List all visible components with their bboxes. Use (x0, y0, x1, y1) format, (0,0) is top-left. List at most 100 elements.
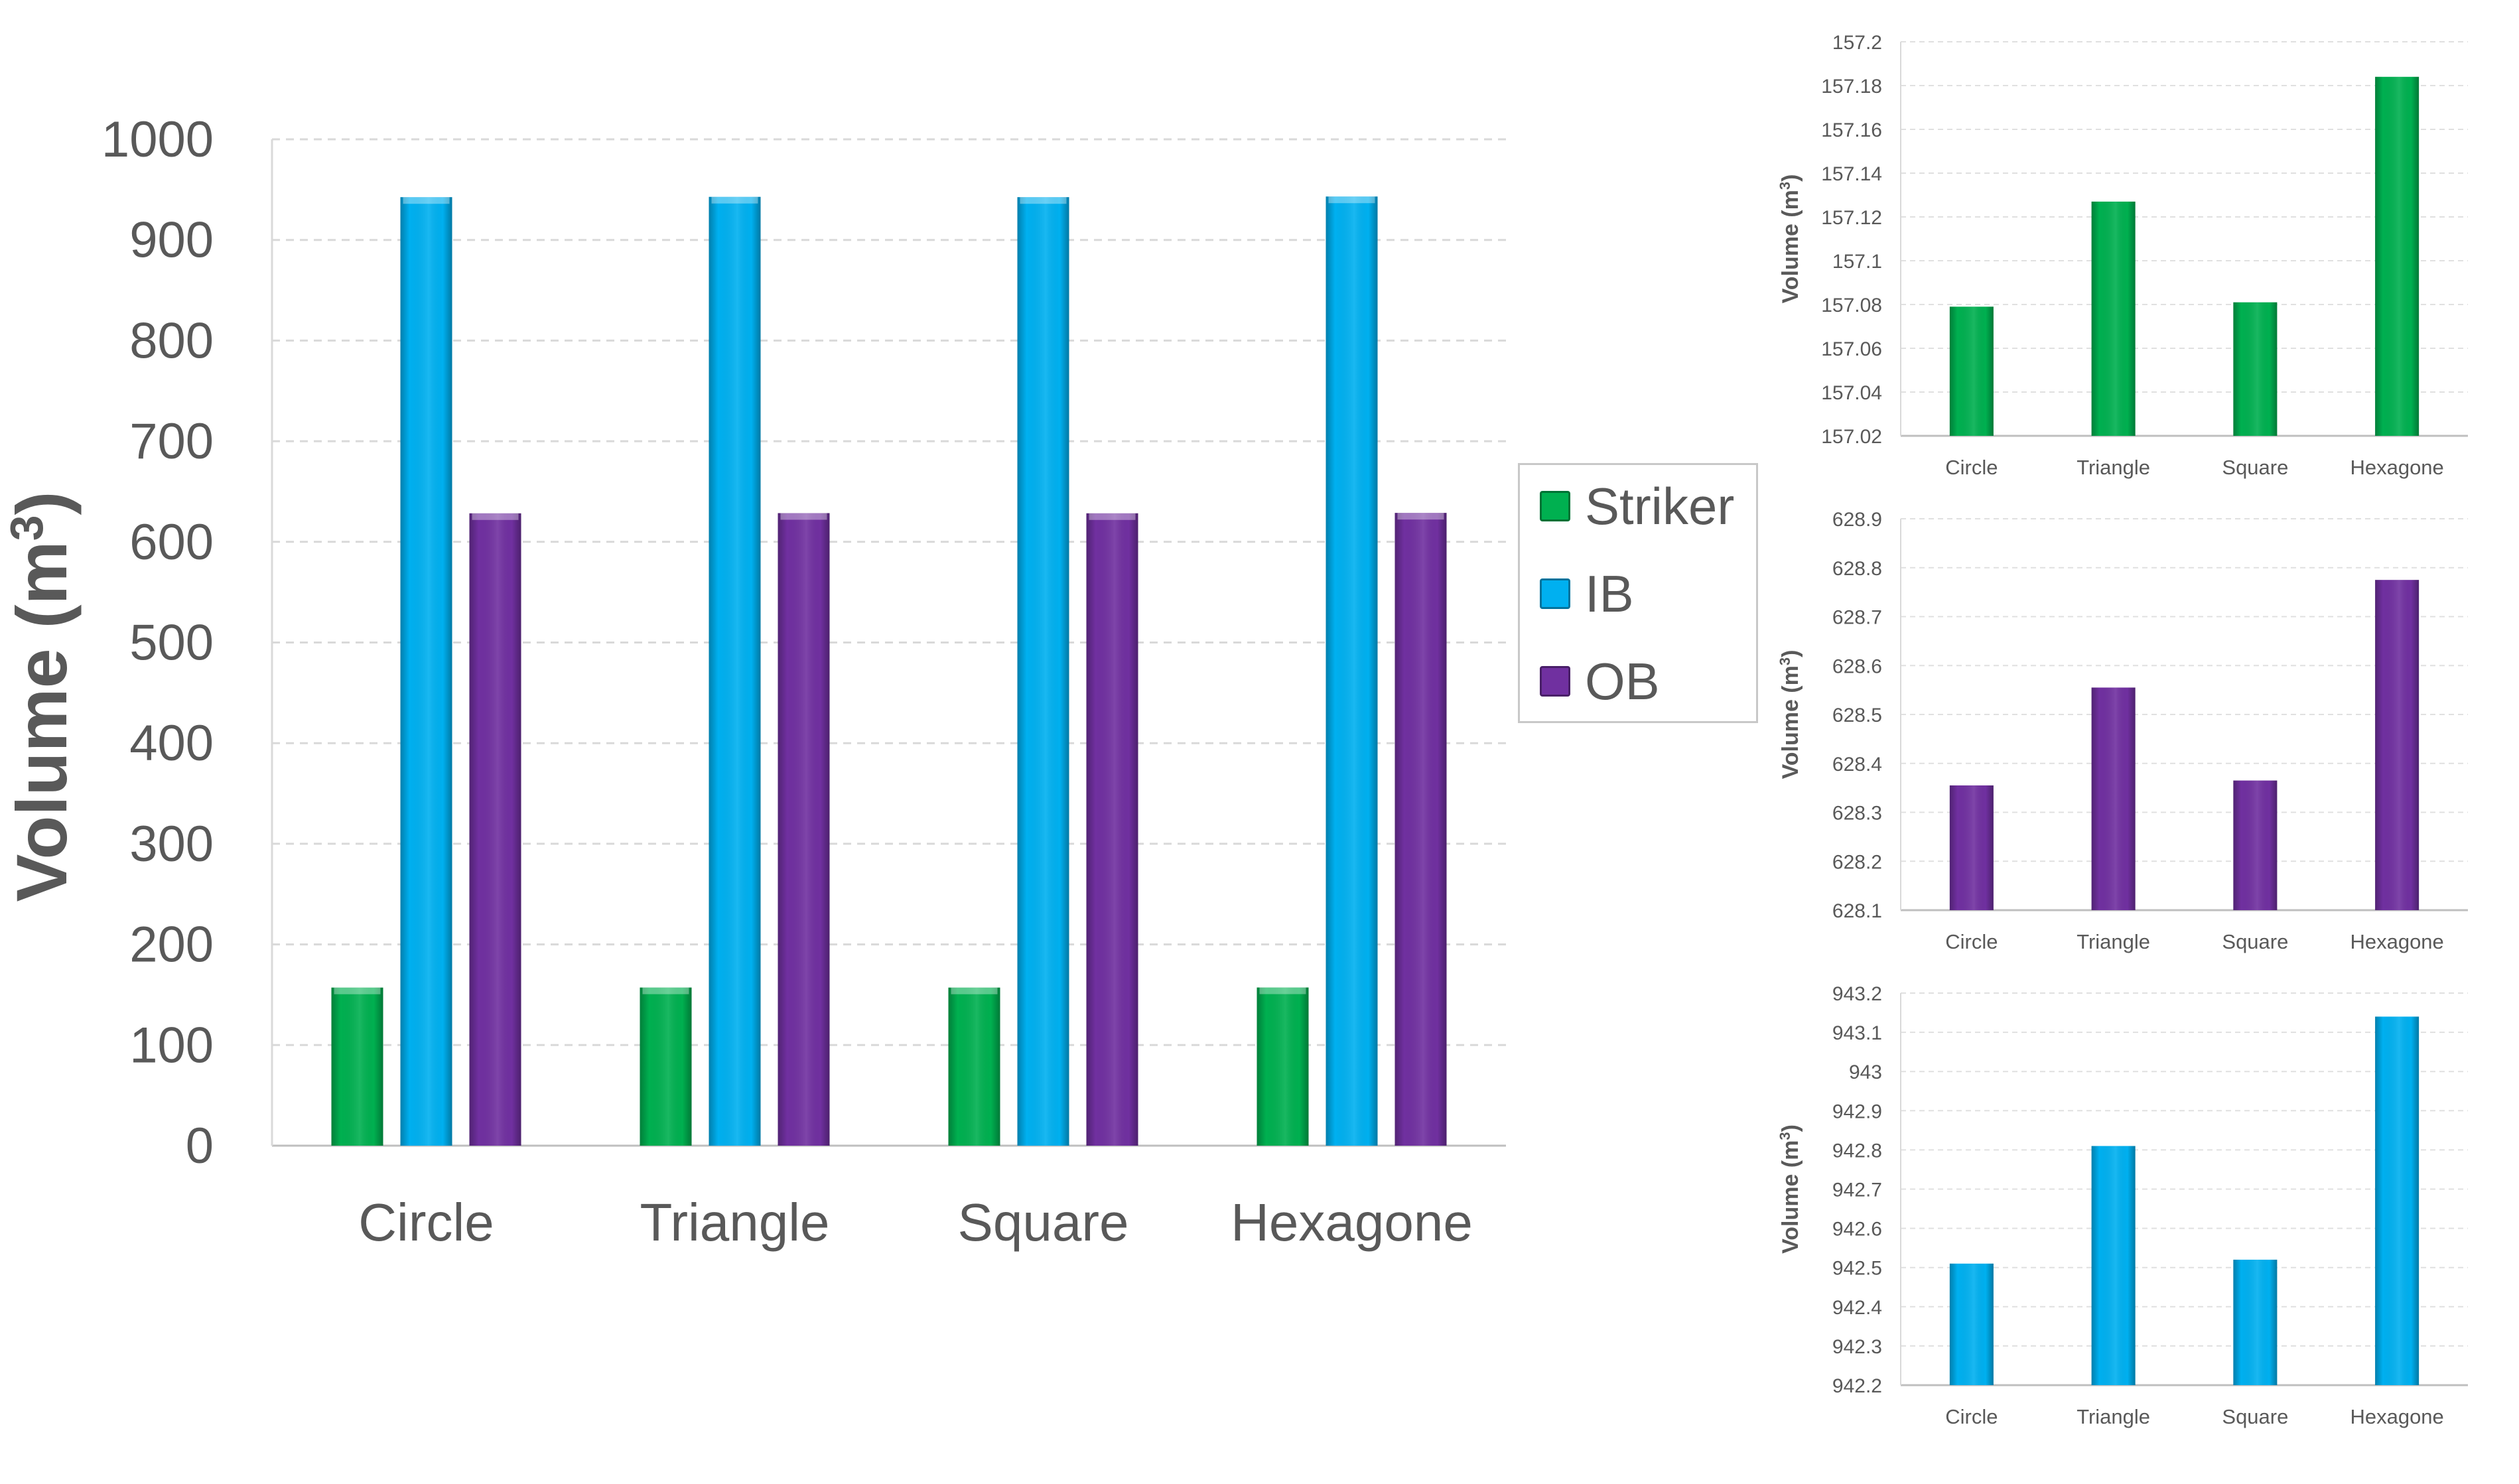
main-y-tick-label: 400 (129, 715, 214, 772)
main-bar-cap (1259, 987, 1306, 994)
ib-y-tick-label: 942.9 (1832, 1101, 1882, 1122)
striker-y-tick-label: 157.2 (1832, 32, 1882, 54)
ib-x-tick-label: Hexagone (2350, 1405, 2443, 1428)
ob-y-tick-label: 628.1 (1832, 900, 1882, 922)
ib-y-tick-label: 942.4 (1832, 1297, 1882, 1319)
main-bar-shade (469, 513, 521, 1146)
main-bar-cap (951, 987, 998, 994)
ib-y-tick-label: 943.2 (1832, 983, 1882, 1005)
ob-x-tick-label: Circle (1945, 930, 1998, 953)
legend-label-ib: IB (1585, 564, 1634, 623)
ob-bar-shade (2233, 780, 2278, 910)
main-y-tick-label: 800 (129, 312, 214, 369)
ob-y-tick-label: 628.7 (1832, 607, 1882, 629)
legend-item-striker: Striker (1540, 477, 1734, 535)
ib-x-tick-label: Triangle (2076, 1405, 2150, 1428)
main-bar-cap (334, 987, 381, 994)
ob-y-tick-label: 628.6 (1832, 655, 1882, 677)
striker-bar-shade (2233, 302, 2278, 436)
striker-bar-shade (2091, 201, 2136, 436)
main-y-tick-label: 300 (129, 816, 214, 872)
striker-bar-shade (2375, 76, 2419, 437)
ob-bar-shade (1949, 785, 1994, 910)
ib-bar-shade (1949, 1263, 1994, 1385)
ob-bar-shade (2091, 687, 2136, 910)
striker-x-tick-label: Triangle (2076, 456, 2150, 479)
ib-bar-shade (2375, 1016, 2419, 1385)
ob-y-tick-label: 628.8 (1832, 558, 1882, 580)
main-bar-shade (948, 987, 1000, 1146)
main-bar-cap (403, 197, 450, 204)
main-x-tick-label: Square (958, 1193, 1129, 1252)
main-bar-shade (640, 987, 692, 1146)
striker-x-tick-label: Circle (1945, 456, 1998, 479)
main-y-tick-label: 100 (129, 1017, 214, 1073)
striker-y-tick-label: 157.14 (1821, 163, 1882, 185)
striker-x-tick-label: Hexagone (2350, 456, 2443, 479)
ib-y-tick-label: 942.2 (1832, 1375, 1882, 1397)
main-bar-shade (778, 513, 830, 1146)
striker-y-tick-label: 157.08 (1821, 295, 1882, 316)
ob-x-tick-label: Hexagone (2350, 930, 2443, 953)
striker-bar-shade (1949, 306, 1994, 436)
main-bar-cap (711, 196, 758, 204)
striker-y-tick-label: 157.18 (1821, 76, 1882, 98)
main-y-tick-label: 900 (129, 212, 214, 269)
main-bar-cap (1328, 196, 1375, 204)
main-x-tick-label: Circle (358, 1193, 494, 1252)
main-gridlines (271, 138, 1506, 1147)
main-y-tick-label: 600 (129, 514, 214, 571)
ib-y-tick-label: 942.8 (1832, 1140, 1882, 1162)
main-bars (331, 196, 1447, 1146)
legend-swatch-ob (1540, 666, 1570, 697)
ob-x-tick-label: Square (2222, 930, 2288, 953)
striker-y-tick-label: 157.02 (1821, 426, 1882, 448)
main-bar-shade (400, 197, 452, 1146)
ob-bar-shade (2375, 580, 2419, 910)
striker-y-tick-label: 157.12 (1821, 207, 1882, 229)
legend-label-ob: OB (1585, 651, 1660, 710)
main-legend: Striker IB OB (1518, 463, 1758, 723)
striker-y-tick-label: 157.16 (1821, 119, 1882, 141)
main-y-tick-labels: 0 100 200 300 400 500 600 700 800 900 1000 (102, 111, 214, 1174)
legend-item-ib: IB (1540, 565, 1634, 623)
ib-x-tick-label: Square (2222, 1405, 2288, 1428)
ib-x-tick-label: Circle (1945, 1405, 1998, 1428)
ib-y-tick-label: 942.6 (1832, 1219, 1882, 1241)
main-bar-cap (1089, 513, 1136, 520)
ib-bar-shade (2091, 1146, 2136, 1385)
striker-y-tick-label: 157.06 (1821, 338, 1882, 360)
ib-y-tick-label: 942.3 (1832, 1336, 1882, 1358)
ib-bar-shade (2233, 1259, 2278, 1385)
main-bar-shade (709, 196, 761, 1146)
striker-x-tick-label: Square (2222, 456, 2288, 479)
ob-y-tick-label: 628.5 (1832, 705, 1882, 726)
main-y-tick-label: 500 (129, 615, 214, 671)
ob-y-tick-label: 628.9 (1832, 509, 1882, 531)
striker-y-axis-label: Volume (m3) (1777, 174, 1803, 304)
striker-y-tick-label: 157.04 (1821, 382, 1882, 404)
main-bar-cap (472, 513, 519, 520)
legend-swatch-striker (1540, 491, 1570, 521)
legend-item-ob: OB (1540, 652, 1660, 710)
ib-y-axis-label: Volume (m3) (1777, 1124, 1803, 1254)
main-y-axis-label: Volume (m3) (1, 492, 82, 902)
ob-y-tick-label: 628.4 (1832, 754, 1882, 776)
ob-y-tick-label: 628.3 (1832, 803, 1882, 825)
main-bar-shade (1086, 513, 1138, 1146)
main-bar-shade (331, 987, 383, 1146)
main-x-tick-label: Hexagone (1231, 1193, 1473, 1252)
ib-y-tick-label: 942.7 (1832, 1180, 1882, 1201)
ob-y-axis-label: Volume (m3) (1777, 650, 1803, 779)
main-bar-cap (1397, 513, 1444, 520)
main-y-tick-label: 0 (186, 1118, 214, 1174)
main-bar-cap (780, 513, 827, 520)
ob-y-tick-label: 628.2 (1832, 851, 1882, 873)
main-bar-shade (1326, 196, 1378, 1146)
ib-y-tick-label: 943 (1849, 1061, 1882, 1083)
legend-swatch-ib (1540, 578, 1570, 609)
ob-x-tick-label: Triangle (2076, 930, 2150, 953)
main-bar-shade (1257, 987, 1309, 1146)
